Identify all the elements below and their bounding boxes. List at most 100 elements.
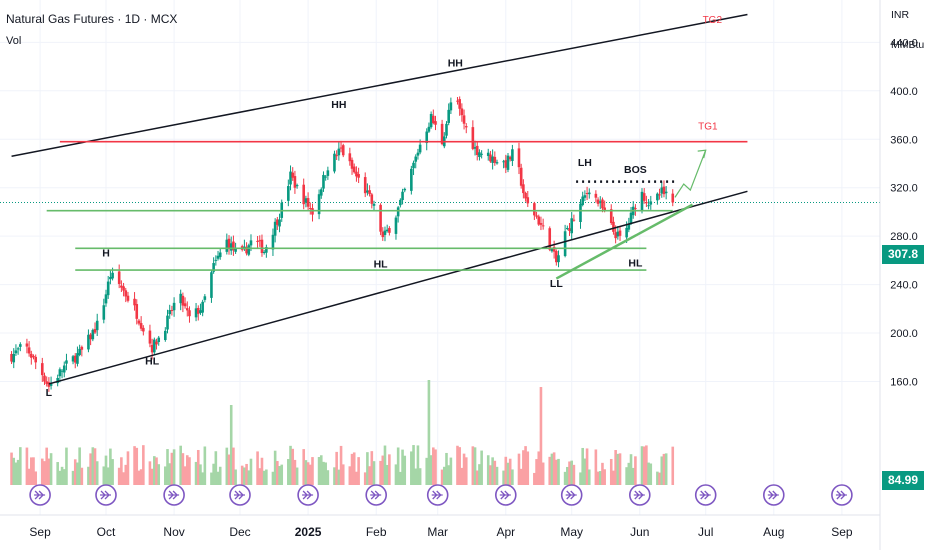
candle-body bbox=[535, 215, 538, 217]
candle-body bbox=[120, 285, 123, 288]
volume-bar bbox=[280, 464, 284, 485]
candle-body bbox=[429, 113, 433, 128]
candle-body bbox=[157, 337, 161, 343]
candle-body bbox=[260, 239, 264, 253]
candle-body bbox=[658, 194, 661, 196]
event-marker-icon[interactable] bbox=[831, 484, 853, 506]
volume-bar bbox=[660, 456, 664, 485]
event-marker-icon[interactable] bbox=[426, 484, 449, 506]
candle-body bbox=[326, 170, 330, 176]
volume-bar bbox=[245, 463, 248, 485]
candle-body bbox=[363, 177, 367, 194]
candle-body bbox=[30, 353, 33, 358]
candle-body bbox=[642, 193, 646, 201]
candle-body bbox=[460, 108, 464, 116]
candle-body bbox=[293, 176, 297, 188]
candle-body bbox=[583, 195, 587, 198]
event-marker-icon[interactable] bbox=[365, 484, 387, 506]
volume-bar bbox=[308, 464, 312, 485]
volume-bar bbox=[647, 462, 650, 485]
candle-body bbox=[434, 121, 437, 125]
event-marker-icon[interactable] bbox=[495, 484, 517, 506]
volume-bar bbox=[126, 451, 130, 485]
volume-bar bbox=[616, 453, 620, 485]
event-marker-glyph bbox=[234, 490, 245, 500]
volume-bar bbox=[76, 462, 79, 485]
volume-bar bbox=[416, 445, 420, 485]
price-tick-label: 160.0 bbox=[890, 377, 918, 389]
candle-body bbox=[416, 152, 420, 156]
currency-unit-selector[interactable]: INR MMBtu bbox=[891, 8, 927, 52]
candle-body bbox=[229, 243, 233, 251]
volume-bar bbox=[203, 446, 207, 485]
candle-body bbox=[471, 127, 475, 149]
event-marker-icon[interactable] bbox=[163, 484, 185, 506]
volume-bar bbox=[247, 470, 251, 485]
volume-bar bbox=[464, 457, 468, 485]
candle-body bbox=[506, 155, 510, 170]
event-marker-icon[interactable] bbox=[229, 484, 251, 506]
candle-body bbox=[627, 224, 631, 230]
volume-bar bbox=[601, 462, 604, 485]
candle-body bbox=[185, 308, 189, 311]
candle-body bbox=[245, 246, 248, 254]
volume-bar bbox=[480, 450, 483, 485]
volume-bar bbox=[139, 469, 143, 485]
candle-body bbox=[519, 167, 523, 186]
time-tick-label: Dec bbox=[229, 525, 250, 539]
candle-body bbox=[139, 323, 143, 329]
volume-bar bbox=[333, 467, 336, 485]
ascending-trendline bbox=[555, 203, 694, 280]
event-marker-icon[interactable] bbox=[560, 484, 583, 506]
event-marker-icon[interactable] bbox=[694, 484, 717, 506]
volume-bar bbox=[337, 469, 341, 485]
event-marker-icon[interactable] bbox=[29, 484, 51, 506]
candle-body bbox=[181, 295, 185, 306]
candle-body bbox=[62, 365, 66, 373]
volume-bar bbox=[596, 471, 600, 485]
candle-body bbox=[295, 185, 299, 187]
event-marker-icon[interactable] bbox=[95, 484, 117, 506]
candle-body bbox=[522, 184, 525, 194]
volume-bar bbox=[271, 471, 275, 485]
event-marker-glyph bbox=[302, 490, 314, 500]
candle-body bbox=[210, 272, 213, 298]
volume-bar bbox=[445, 452, 448, 485]
candle-body bbox=[291, 172, 295, 178]
event-marker-glyph bbox=[699, 490, 711, 500]
candle-body bbox=[256, 240, 259, 242]
volume-bar bbox=[188, 457, 191, 485]
volume-bar bbox=[594, 449, 598, 485]
volume-bar bbox=[62, 469, 66, 485]
candle-body bbox=[27, 347, 31, 354]
annotation-hh: HH bbox=[331, 99, 346, 111]
volume-bar bbox=[471, 446, 475, 485]
candle-body bbox=[394, 217, 398, 234]
volume-bar bbox=[293, 459, 297, 485]
volume-bar bbox=[295, 467, 299, 485]
event-marker-icon[interactable] bbox=[297, 484, 319, 506]
candle-body bbox=[555, 251, 558, 263]
candle-body bbox=[203, 296, 207, 300]
event-marker-icon[interactable] bbox=[763, 484, 785, 506]
candle-body bbox=[40, 363, 44, 376]
candle-body bbox=[649, 201, 653, 205]
volume-bar bbox=[324, 462, 327, 485]
volume-bar bbox=[260, 457, 264, 485]
candle-body bbox=[566, 228, 569, 230]
candle-body bbox=[598, 201, 602, 203]
volume-bar bbox=[449, 457, 453, 485]
volume-bar bbox=[214, 451, 218, 485]
volume-bar bbox=[14, 462, 18, 485]
event-marker-icon[interactable] bbox=[629, 484, 651, 506]
candle-body bbox=[548, 228, 552, 250]
candle-body bbox=[585, 192, 589, 194]
volume-bar bbox=[403, 455, 407, 485]
volume-bar bbox=[212, 463, 215, 485]
volume-bar bbox=[535, 459, 538, 485]
volume-indicator-label[interactable]: Vol bbox=[6, 35, 22, 47]
candle-body bbox=[135, 304, 139, 319]
symbol-title[interactable]: Natural Gas Futures · 1D · MCX bbox=[6, 12, 178, 26]
